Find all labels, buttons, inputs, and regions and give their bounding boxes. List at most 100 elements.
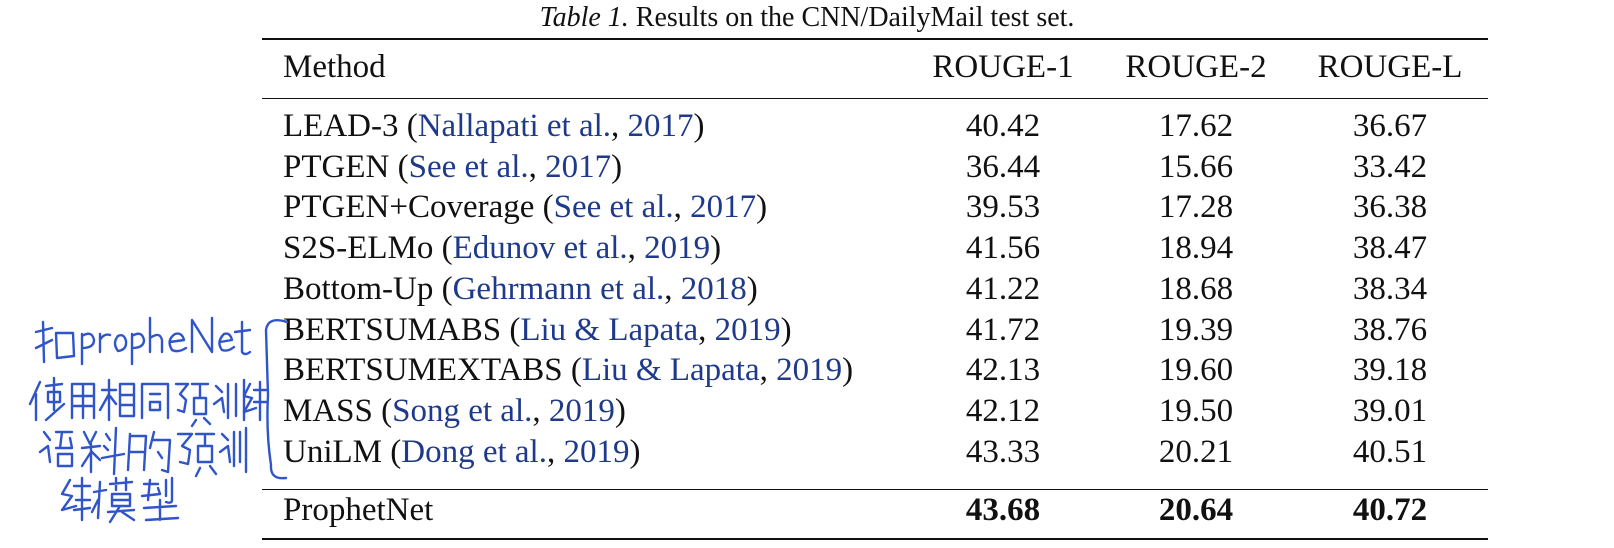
table-row-method: LEAD-3 (Nallapati et al., 2017) (283, 106, 705, 146)
final-row-rule (262, 489, 1488, 490)
method-name: BERTSUMEXTABS (283, 352, 563, 388)
rouge-1-value: 41.56 (965, 230, 1041, 266)
citation-open: ( (501, 312, 521, 348)
rouge-2-value: 19.60 (1158, 352, 1234, 388)
citation-open: ( (433, 230, 453, 266)
caption-text: Results on the CNN/DailyMail test set. (635, 2, 1075, 33)
table-row-method: MASS (Song et al., 2019) (283, 391, 626, 431)
rouge-l-value: 36.38 (1352, 189, 1428, 225)
citation-separator: , (627, 230, 645, 266)
rouge-2-value: 19.39 (1158, 312, 1234, 348)
method-name: PTGEN+Coverage (283, 189, 535, 225)
citation-year: 2017 (690, 189, 757, 225)
rouge-2-value: 18.94 (1158, 230, 1234, 266)
citation-authors: Dong et al. (401, 434, 547, 470)
citation-open: ( (389, 149, 409, 185)
citation-close: ) (746, 271, 758, 307)
citation-close: ) (693, 108, 705, 144)
rouge-l-value: 40.51 (1352, 434, 1428, 470)
header-rouge-2: ROUGE-2 (1125, 49, 1267, 85)
rouge-2-value: 20.21 (1158, 434, 1234, 470)
citation-open: ( (372, 393, 393, 429)
citation-year: 2019 (548, 393, 615, 429)
table-row-method: BERTSUMEXTABS (Liu & Lapata, 2019) (283, 350, 853, 390)
citation-close: ) (611, 149, 623, 185)
citation-open: ( (382, 434, 402, 470)
header-rouge-1: ROUGE-1 (932, 49, 1074, 85)
citation-separator: , (532, 393, 549, 429)
citation-close: ) (780, 312, 792, 348)
method-name: MASS (283, 393, 373, 429)
rouge-1-value: 39.53 (965, 189, 1041, 225)
rouge-l-value: 39.18 (1352, 352, 1428, 388)
citation-separator: , (698, 312, 715, 348)
rouge-2-value: 17.28 (1158, 189, 1234, 225)
citation-authors: Gehrmann et al. (452, 271, 665, 307)
rouge-l-value: 36.67 (1352, 108, 1428, 144)
method-name: BERTSUMABS (283, 312, 502, 348)
method-name: Bottom-Up (283, 271, 434, 307)
final-method: ProphetNet (283, 492, 434, 528)
table-row-method: UniLM (Dong et al., 2019) (283, 432, 640, 472)
rouge-l-value: 33.42 (1352, 149, 1428, 185)
citation-open: ( (534, 189, 554, 225)
table-row-method: PTGEN+Coverage (See et al., 2017) (283, 187, 767, 227)
citation-open: ( (433, 271, 453, 307)
citation-open: ( (398, 108, 418, 144)
citation-separator: , (673, 189, 691, 225)
header-rule (262, 98, 1488, 99)
method-name: S2S-ELMo (283, 230, 434, 266)
rouge-l-value: 39.01 (1352, 393, 1428, 429)
rouge-1-value: 42.12 (965, 393, 1041, 429)
citation-separator: , (528, 149, 546, 185)
citation-separator: , (759, 352, 777, 388)
method-name: LEAD-3 (283, 108, 399, 144)
citation-open: ( (562, 352, 582, 388)
citation-close: ) (629, 434, 641, 470)
citation-year: 2019 (776, 352, 843, 388)
rouge-1-value: 41.22 (965, 271, 1041, 307)
final-rouge-1: 43.68 (965, 492, 1041, 528)
citation-authors: See et al. (553, 189, 674, 225)
table-row-method: PTGEN (See et al., 2017) (283, 147, 622, 187)
method-name: UniLM (283, 434, 382, 470)
citation-authors: Liu & Lapata (581, 352, 760, 388)
rouge-1-value: 36.44 (965, 149, 1041, 185)
caption-label: Table 1. (539, 2, 629, 33)
bottom-rule (262, 538, 1488, 540)
header-method: Method (283, 49, 386, 85)
citation-year: 2018 (680, 271, 747, 307)
rouge-1-value: 42.13 (965, 352, 1041, 388)
header-rouge-l: ROUGE-L (1317, 49, 1463, 85)
citation-authors: See et al. (408, 149, 529, 185)
citation-year: 2017 (545, 149, 612, 185)
table-row-method: S2S-ELMo (Edunov et al., 2019) (283, 228, 721, 268)
citation-close: ) (710, 230, 722, 266)
table-row-method: BERTSUMABS (Liu & Lapata, 2019) (283, 310, 792, 350)
handwritten-annotation (28, 316, 289, 524)
rouge-2-value: 19.50 (1158, 393, 1234, 429)
citation-year: 2019 (563, 434, 630, 470)
citation-year: 2017 (627, 108, 694, 144)
method-name: PTGEN (283, 149, 390, 185)
rouge-1-value: 43.33 (965, 434, 1041, 470)
rouge-1-value: 41.72 (965, 312, 1041, 348)
final-rouge-2: 20.64 (1158, 492, 1234, 528)
citation-authors: Edunov et al. (452, 230, 628, 266)
final-rouge-l: 40.72 (1352, 492, 1428, 528)
table-caption: Table 1. Results on the CNN/DailyMail te… (0, 2, 1614, 34)
citation-close: ) (614, 393, 626, 429)
citation-separator: , (664, 271, 681, 307)
top-rule (262, 38, 1488, 40)
citation-authors: Nallapati et al. (417, 108, 612, 144)
citation-authors: Liu & Lapata (520, 312, 699, 348)
citation-authors: Song et al. (392, 393, 533, 429)
rouge-2-value: 18.68 (1158, 271, 1234, 307)
citation-close: ) (756, 189, 768, 225)
citation-close: ) (842, 352, 854, 388)
rouge-l-value: 38.76 (1352, 312, 1428, 348)
rouge-l-value: 38.34 (1352, 271, 1428, 307)
rouge-1-value: 40.42 (965, 108, 1041, 144)
citation-year: 2019 (714, 312, 781, 348)
citation-separator: , (611, 108, 628, 144)
